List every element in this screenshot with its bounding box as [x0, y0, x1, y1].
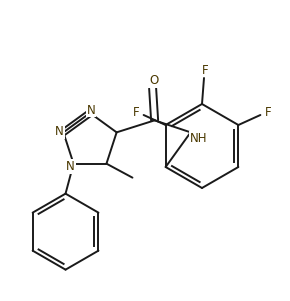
Text: N: N [87, 104, 95, 116]
Text: F: F [133, 105, 140, 119]
Text: NH: NH [190, 132, 207, 145]
Text: F: F [265, 107, 272, 119]
Text: N: N [55, 125, 64, 138]
Text: N: N [66, 160, 75, 173]
Text: F: F [202, 64, 208, 76]
Text: O: O [149, 74, 158, 87]
